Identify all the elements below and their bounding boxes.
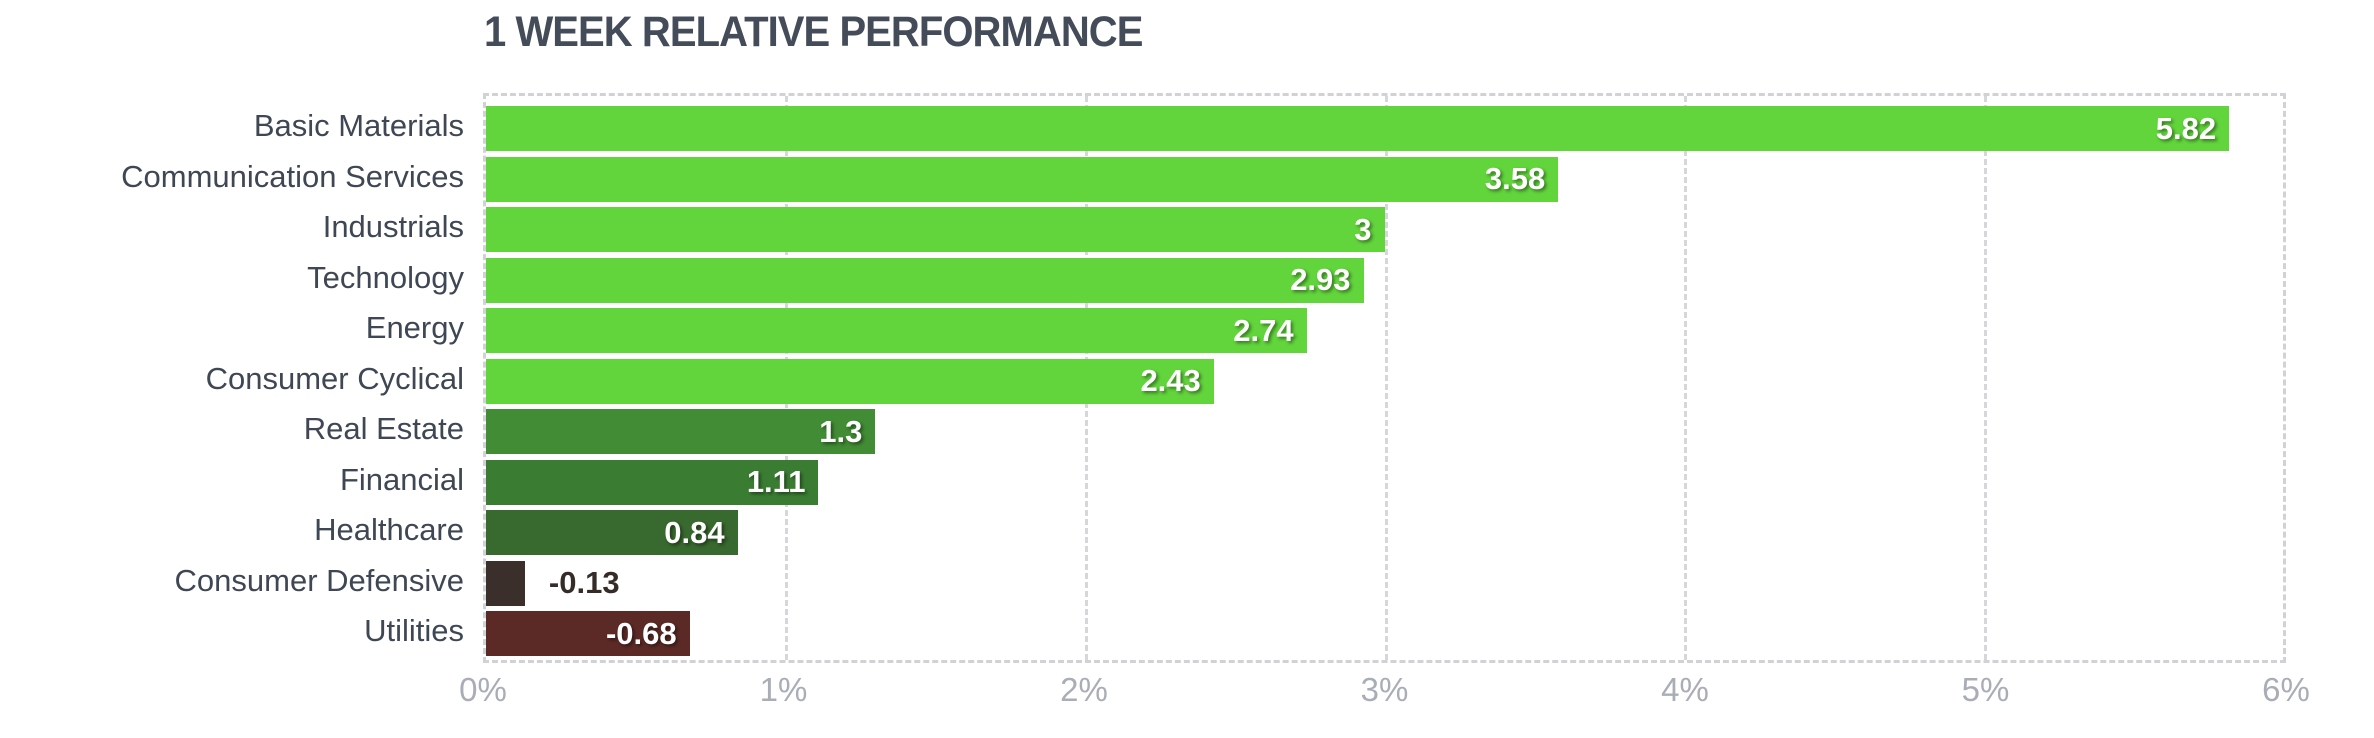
x-tick-label: 4% bbox=[1661, 671, 1709, 708]
category-label: Technology bbox=[307, 259, 464, 295]
bar[interactable]: 3.58 bbox=[486, 156, 1559, 202]
x-tick-label: 6% bbox=[2262, 671, 2310, 708]
gridline bbox=[1384, 96, 1388, 660]
category-label: Industrials bbox=[322, 209, 464, 244]
bar[interactable]: 2.93 bbox=[486, 257, 1364, 303]
bar-value-label: -0.68 bbox=[605, 615, 677, 651]
bar-row: 2.93 bbox=[486, 257, 2283, 303]
x-tick-label: 5% bbox=[1961, 671, 2010, 708]
bar-value-label: 2.43 bbox=[1140, 363, 1201, 398]
bar[interactable]: 2.74 bbox=[486, 308, 1307, 353]
bar-row: 1.3 bbox=[486, 409, 2283, 454]
bar-value-label: -0.13 bbox=[548, 565, 620, 600]
x-tick-label: 1% bbox=[759, 671, 808, 708]
bar-value-label: 1.11 bbox=[746, 464, 806, 499]
bar[interactable]: 1.11 bbox=[486, 459, 819, 505]
bar-row: 2.43 bbox=[486, 358, 2283, 404]
bar[interactable]: 3 bbox=[486, 207, 1385, 252]
bar-value-label: 0.84 bbox=[664, 514, 725, 550]
category-label: Communication Services bbox=[121, 158, 464, 194]
bar-row: 1.11 bbox=[486, 459, 2283, 505]
bar-row: -0.13 bbox=[486, 560, 2283, 606]
category-label: Consumer Cyclical bbox=[205, 360, 464, 396]
bar[interactable]: 2.43 bbox=[486, 358, 1214, 404]
bar[interactable]: -0.68 bbox=[486, 611, 690, 656]
bar[interactable]: 1.3 bbox=[486, 409, 876, 454]
category-label: Consumer Defensive bbox=[174, 562, 464, 598]
bar[interactable]: 0.84 bbox=[486, 510, 738, 555]
bar-row: 3 bbox=[486, 207, 2283, 252]
bar-value-label: 2.74 bbox=[1233, 312, 1294, 348]
bar-row: 2.74 bbox=[486, 308, 2283, 353]
bar-value-label: 5.82 bbox=[2155, 110, 2217, 146]
bar-value-label: 3 bbox=[1354, 211, 1372, 247]
bar-row: 3.58 bbox=[486, 156, 2283, 202]
x-tick-label: 0% bbox=[459, 671, 507, 708]
chart-title: 1 WEEK RELATIVE PERFORMANCE bbox=[484, 8, 1143, 56]
bar-value-label: 2.93 bbox=[1290, 262, 1351, 297]
category-label: Real Estate bbox=[303, 411, 464, 446]
category-label: Energy bbox=[365, 310, 464, 345]
category-label: Utilities bbox=[364, 613, 464, 648]
gridline bbox=[1683, 96, 1687, 660]
bar[interactable] bbox=[486, 560, 525, 606]
x-tick-label: 3% bbox=[1360, 671, 1409, 708]
x-tick-label: 2% bbox=[1060, 671, 1108, 708]
category-label: Basic Materials bbox=[253, 108, 464, 143]
bar-row: 0.84 bbox=[486, 510, 2283, 555]
plot-area: 5.82 3.58 3 2.93 2.74 2.43 1.3 1.11 0.84 -0.13 -0.… bbox=[483, 93, 2286, 663]
bar-row: 5.82 bbox=[486, 106, 2283, 151]
bar[interactable]: 5.82 bbox=[486, 106, 2230, 151]
bar-value-label: 1.3 bbox=[819, 413, 863, 449]
category-label: Healthcare bbox=[314, 512, 464, 547]
category-label: Financial bbox=[339, 461, 464, 497]
gridline bbox=[1983, 96, 1987, 660]
bar-value-label: 3.58 bbox=[1484, 161, 1546, 196]
bar-row: -0.68 bbox=[486, 611, 2283, 656]
